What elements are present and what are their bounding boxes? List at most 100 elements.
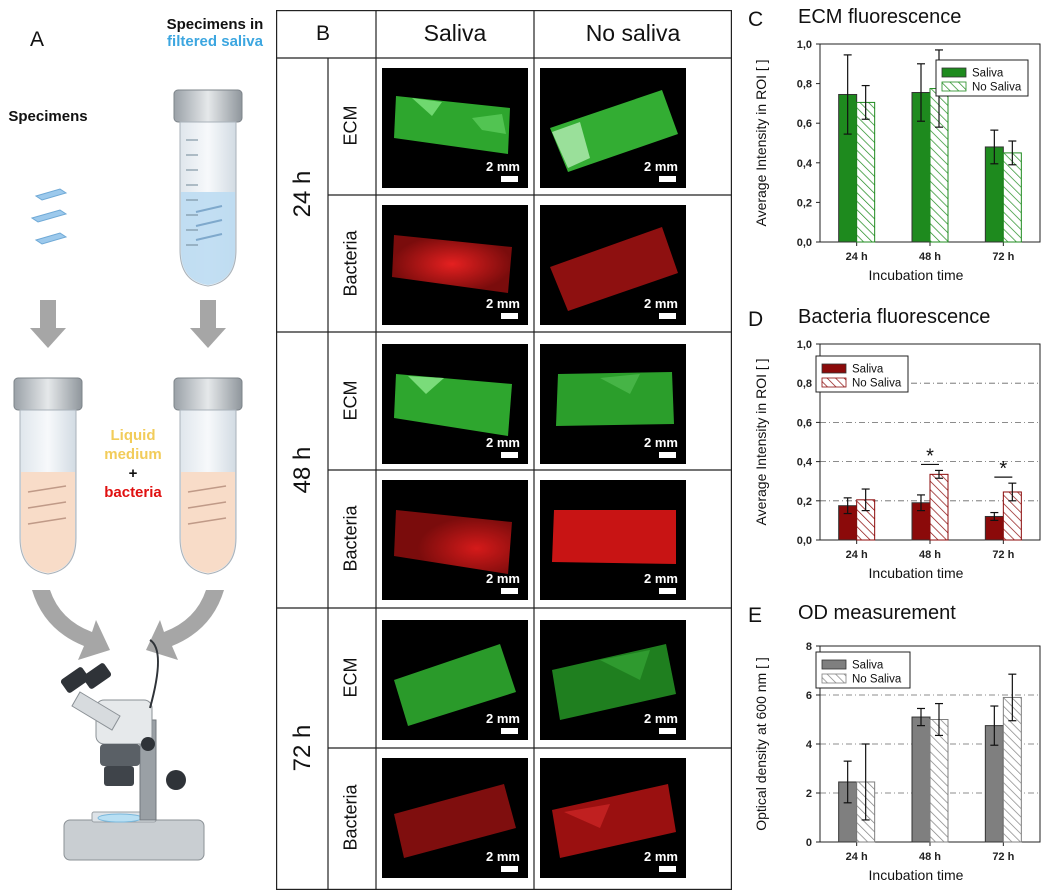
legend-label: Saliva [852,364,884,376]
scale-bar [659,176,676,182]
tube-cap [173,89,243,123]
y-axis-label: Optical density at 600 nm [ ] [753,657,769,831]
y-tick-label: 0,6 [797,417,812,429]
medium-tube-left [13,377,83,575]
x-axis-label: Incubation time [869,565,964,581]
time-label-24h: 24 h [289,170,316,218]
scale-label: 2 mm [486,435,520,450]
scale-bar [501,728,518,734]
scale-bar [501,588,518,594]
row-label-ecm: ECM [340,657,361,698]
x-tick-label: 24 h [846,851,868,863]
y-tick-label: 1,0 [797,39,812,51]
micrograph-72h-bacteria-saliva: 2 mm [382,758,528,878]
scale-bar [659,866,676,872]
y-axis-label: Average Intensity in ROI [ ] [753,358,769,525]
legend-swatch [941,81,967,92]
medium-tube-right [173,377,243,575]
chart-title: ECM fluorescence [798,6,962,28]
specimen-slab [34,232,68,245]
y-tick-label: 0,8 [797,378,812,390]
y-tick-label: 2 [806,788,812,800]
scale-label: 2 mm [644,159,678,174]
y-tick-label: 6 [806,690,812,702]
x-tick-label: 24 h [846,549,868,561]
bar-no-saliva [929,719,949,843]
row-label-ecm: ECM [340,380,361,421]
saliva-tube [173,89,243,287]
scale-label: 2 mm [644,849,678,864]
micrograph-24h-bacteria-no-saliva: 2 mm [540,205,686,325]
bar-saliva [911,716,931,843]
panel-e-chart: E OD measurement 0 2 4 6 8 24 h 48 h 72 h Incuba… [740,596,1052,896]
panel-c-letter: C [748,8,764,31]
x-tick-label: 72 h [992,549,1014,561]
legend: Saliva No Saliva [935,59,1029,97]
micrograph-48h-bacteria-saliva: 2 mm [382,480,528,600]
time-label-72h: 72 h [289,724,316,772]
panel-a-letter: A [30,28,45,51]
legend: Saliva No Saliva [815,651,911,689]
curved-arrows [32,590,224,660]
medium-line1: Liquid [110,427,156,444]
legend-label: No Saliva [852,378,902,390]
panel-c-chart: C ECM fluorescence 0,0 0,2 0,4 0,6 0,8 1,0 24 … [740,0,1052,300]
micrograph-24h-ecm-saliva: 2 mm [382,68,528,188]
microscope-icon [60,639,205,861]
x-tick-label: 24 h [846,251,868,263]
scale-bar [501,176,518,182]
chart-e-svg: 0 2 4 6 8 24 h 48 h 72 h Incubation time Optical … [753,641,1041,883]
legend-label: Saliva [972,68,1004,80]
specimen-slab [30,209,68,223]
col-header-saliva: Saliva [423,20,487,46]
specimen-slabs [30,188,68,245]
row-label-ecm: ECM [340,105,361,146]
saliva-fill [181,192,235,285]
scale-label: 2 mm [486,571,520,586]
scale-label: 2 mm [644,711,678,726]
micrograph-48h-ecm-saliva: 2 mm [382,344,528,464]
scale-bar [659,452,676,458]
scale-bar [659,728,676,734]
col-header-no-saliva: No saliva [585,20,681,46]
legend-label: No Saliva [972,82,1022,94]
scale-label: 2 mm [644,296,678,311]
legend: Saliva No Saliva [815,355,909,393]
y-tick-label: 4 [806,739,813,751]
micrograph-72h-ecm-saliva: 2 mm [382,620,528,740]
scale-bar [501,452,518,458]
significance-star: * [999,458,1007,480]
scale-bar [659,588,676,594]
x-tick-label: 72 h [992,851,1014,863]
curved-arrow-icon [32,590,110,660]
panel-d-chart: D Bacteria fluorescence 0,0 0,2 0,4 0,6 0,8 1… [740,300,1052,596]
y-tick-label: 0,4 [797,158,813,170]
scale-label: 2 mm [644,435,678,450]
curved-arrow-icon [146,590,224,660]
scale-bar [659,313,676,319]
significance-star: * [926,445,934,467]
micrograph-24h-bacteria-saliva: 2 mm [382,205,528,325]
y-tick-label: 1,0 [797,339,812,351]
time-label-48h: 48 h [289,446,316,494]
x-tick-label: 72 h [992,251,1014,263]
bar-no-saliva [1002,152,1022,243]
y-tick-label: 0,6 [797,118,812,130]
y-tick-label: 0,0 [797,535,812,547]
chart-title: Bacteria fluorescence [798,306,991,328]
chart-title: OD measurement [798,602,956,624]
y-axis-label: Average Intensity in ROI [ ] [753,59,769,226]
saliva-tube-label: Specimens in filtered saliva [150,16,280,50]
scale-label: 2 mm [486,849,520,864]
legend-swatch [821,363,847,374]
down-arrows [30,300,226,348]
panel-b-letter: B [316,22,331,45]
grid-lines [276,10,732,890]
scale-label: 2 mm [486,159,520,174]
row-label-bacteria: Bacteria [340,230,361,297]
legend-swatch [821,659,847,670]
scale-label: 2 mm [486,711,520,726]
x-axis-label: Incubation time [869,867,964,883]
y-tick-label: 0 [806,837,812,849]
medium-plus-bacteria-label: Liquid medium + bacteria [98,426,168,502]
